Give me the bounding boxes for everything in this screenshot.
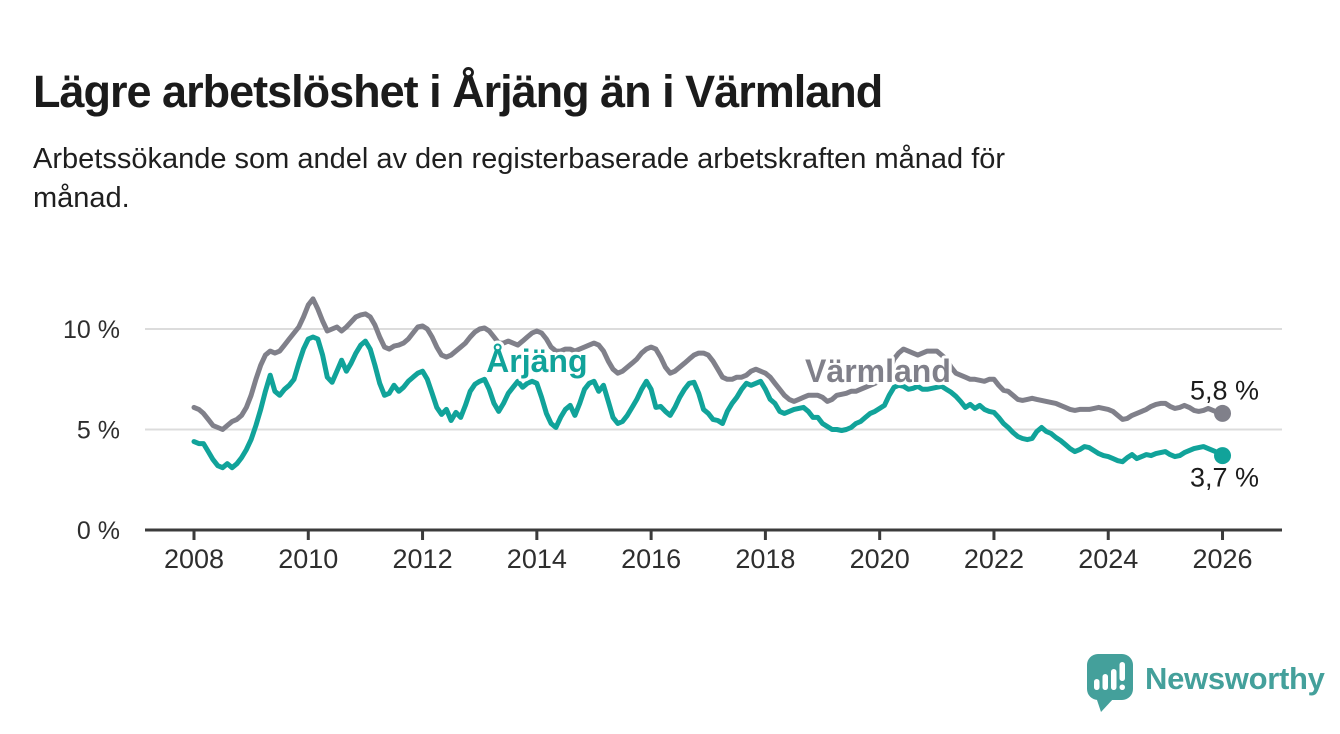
series-line-värmland [191,296,1225,432]
brand-name: Newsworthy [1145,661,1325,696]
series-end-dot [1214,404,1232,422]
series-end-value-label: 3,7 % [1190,463,1259,493]
x-axis-label: 2018 [735,544,795,574]
chart-subtitle-line-2: månad. [33,182,130,214]
y-axis-label: 10 % [63,316,120,344]
x-axis-label: 2022 [964,544,1024,574]
x-axis-label: 2014 [507,544,567,574]
x-axis-label: 2016 [621,544,681,574]
x-axis-label: 2012 [393,544,453,574]
chart-subtitle-line-1: Arbetssökande som andel av den registerb… [33,143,1006,175]
y-axis-label: 0 % [77,517,120,545]
series-end-value-label: 5,8 % [1190,375,1259,405]
chart-title: Lägre arbetslöshet i Årjäng än i Värmlan… [33,66,883,118]
x-axis-label: 2024 [1078,544,1138,574]
y-axis-label: 5 % [77,417,120,445]
x-axis-label: 2008 [164,544,224,574]
series-end-dot [1214,447,1232,465]
x-axis-label: 2010 [278,544,338,574]
series-name-label: Värmland [805,353,951,389]
series-name-label: Årjäng [486,343,587,379]
newsworthy-brand: Newsworthy [1086,653,1325,713]
x-axis-label: 2026 [1192,544,1252,574]
chart-subtitle: Arbetssökande som andel av den registerb… [33,140,1293,218]
x-axis-label: 2020 [850,544,910,574]
newsworthy-logo-icon [1087,654,1133,712]
series-line-årjäng [191,334,1225,471]
